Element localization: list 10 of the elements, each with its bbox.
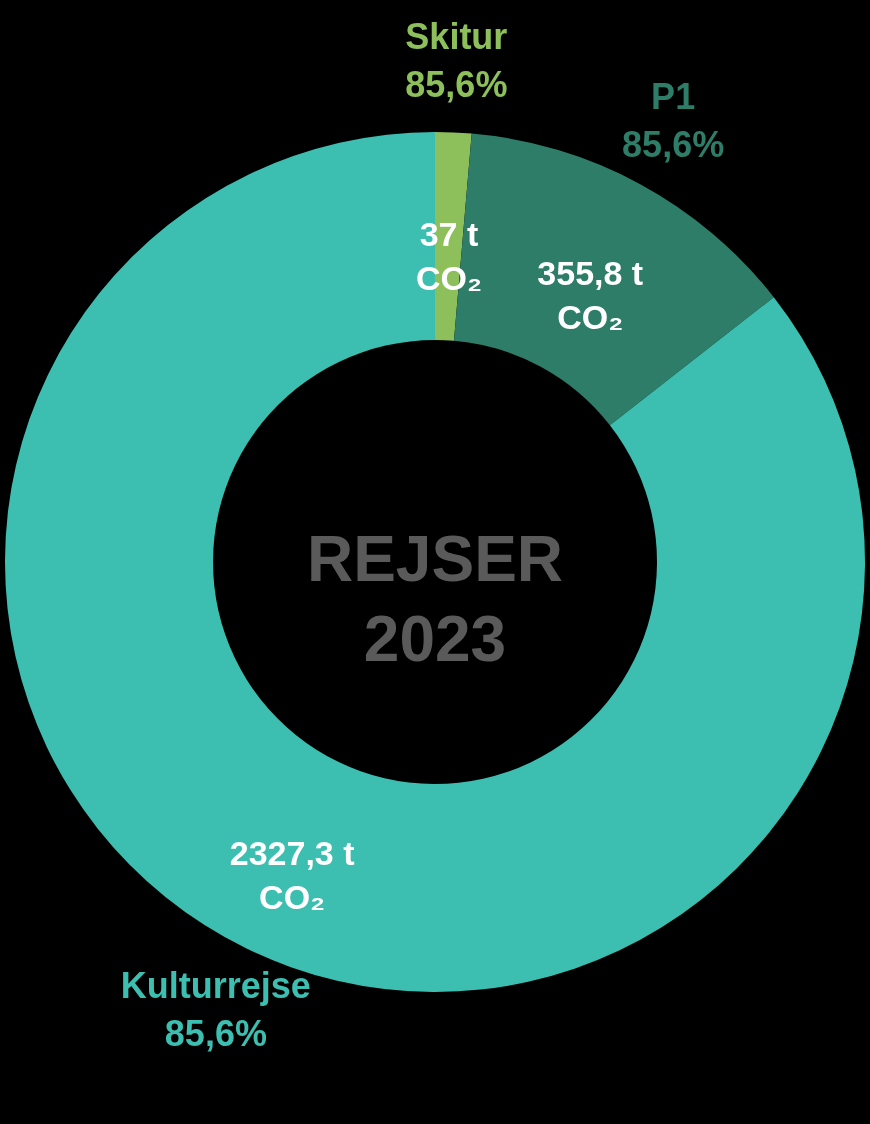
data-label: 355,8 t CO₂ xyxy=(537,254,644,337)
text: 85,6% xyxy=(622,124,725,166)
data-label: 37 t CO₂ xyxy=(415,215,482,298)
data-label: 2327,3 t CO₂ xyxy=(229,834,355,917)
slice-label: P1 xyxy=(651,76,696,118)
text: REJSER 2023 xyxy=(306,523,564,675)
slice-label: Skitur xyxy=(405,16,508,58)
text: 85,6% xyxy=(164,1013,267,1055)
slice-label: Kulturrejse xyxy=(120,965,311,1007)
text: 85,6% xyxy=(405,64,508,106)
